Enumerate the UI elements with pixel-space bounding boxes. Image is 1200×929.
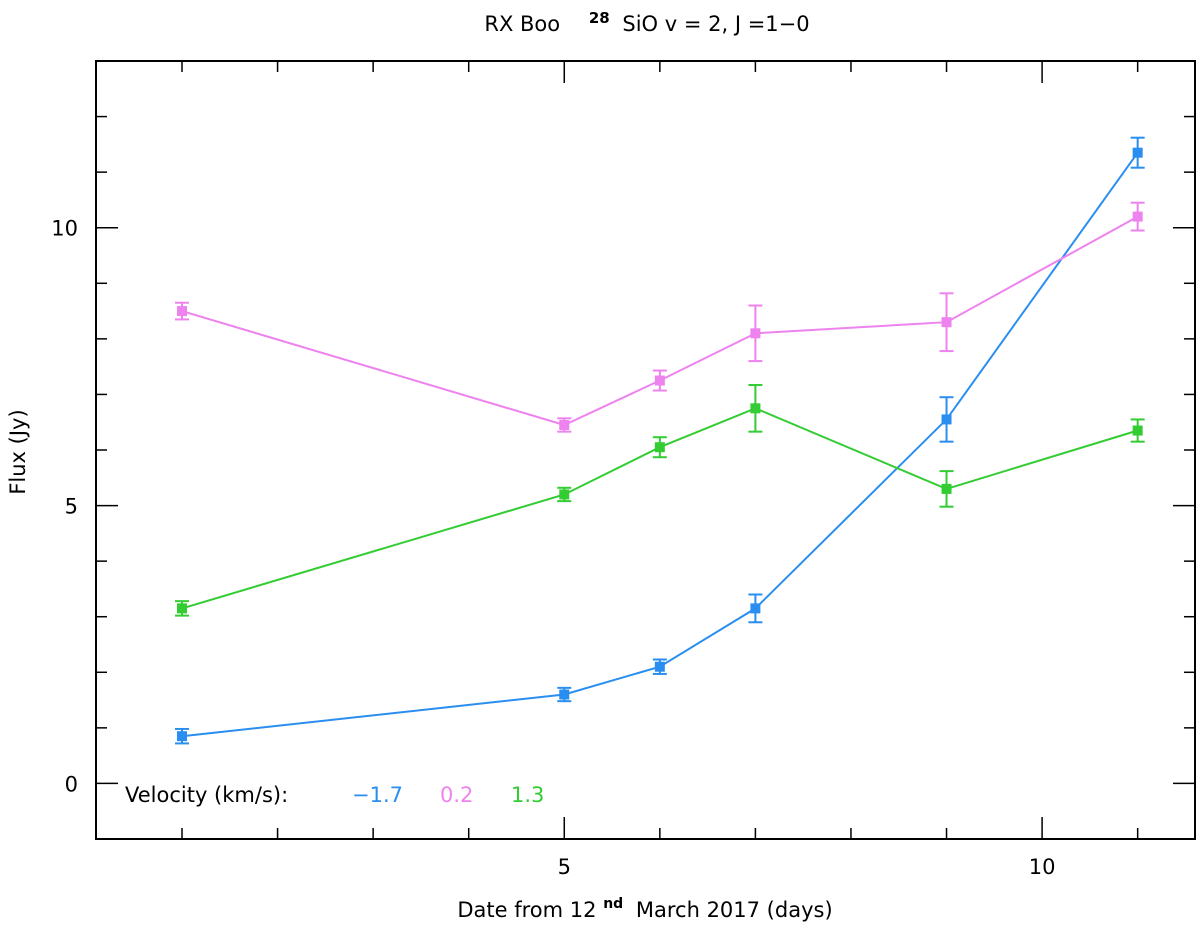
data-point bbox=[1132, 211, 1143, 222]
x-axis-label: Date from 12 nd March 2017 (days) bbox=[457, 889, 832, 922]
title-rest: SiO v = 2, J =1−0 bbox=[622, 12, 809, 36]
plot-frame bbox=[95, 60, 1196, 840]
data-point bbox=[559, 419, 570, 430]
data-point bbox=[177, 306, 188, 317]
data-point bbox=[559, 689, 570, 700]
legend-entry-0-2: 0.2 bbox=[440, 783, 473, 807]
xlabel-sup: nd bbox=[603, 896, 623, 912]
data-point bbox=[177, 603, 188, 614]
legend-entry-1-3: 1.3 bbox=[511, 783, 544, 807]
data-point bbox=[750, 328, 761, 339]
data-point bbox=[654, 442, 665, 453]
title-isotope: 28 bbox=[589, 9, 610, 27]
axis-tick-labels: 5 10 0 5 10 bbox=[51, 217, 1055, 879]
legend: Velocity (km/s): −1.7 0.2 1.3 bbox=[125, 783, 544, 807]
data-point bbox=[559, 489, 570, 500]
series-line bbox=[181, 152, 1139, 738]
data-point bbox=[1132, 147, 1143, 158]
data-point bbox=[1132, 425, 1143, 436]
x-tick-label: 10 bbox=[1029, 855, 1056, 879]
series-1 bbox=[175, 201, 1145, 433]
data-point bbox=[941, 414, 952, 425]
y-tick-label: 5 bbox=[65, 495, 78, 519]
series-line bbox=[181, 215, 1139, 427]
legend-entry-minus-1-7: −1.7 bbox=[352, 783, 403, 807]
xlabel-pre: Date from 12 bbox=[457, 898, 596, 922]
axis-ticks bbox=[96, 60, 1195, 840]
series-line bbox=[181, 407, 1138, 610]
data-point bbox=[941, 483, 952, 494]
data-point bbox=[750, 403, 761, 414]
series-layer bbox=[175, 136, 1145, 745]
data-point bbox=[654, 661, 665, 672]
series-0 bbox=[175, 136, 1145, 745]
data-point bbox=[177, 731, 188, 742]
y-tick-label: 0 bbox=[65, 772, 78, 796]
x-tick-label: 5 bbox=[558, 855, 571, 879]
y-axis-label: Flux (Jy) bbox=[6, 409, 30, 494]
y-tick-label: 10 bbox=[51, 217, 78, 241]
series-2 bbox=[175, 383, 1145, 617]
data-point bbox=[941, 317, 952, 328]
chart-title: RX Boo 28 SiO v = 2, J =1−0 bbox=[484, 4, 809, 36]
data-point bbox=[654, 375, 665, 386]
data-point bbox=[750, 603, 761, 614]
xlabel-post: March 2017 (days) bbox=[636, 898, 833, 922]
title-main: RX Boo bbox=[484, 12, 560, 36]
legend-title: Velocity (km/s): bbox=[125, 783, 288, 807]
